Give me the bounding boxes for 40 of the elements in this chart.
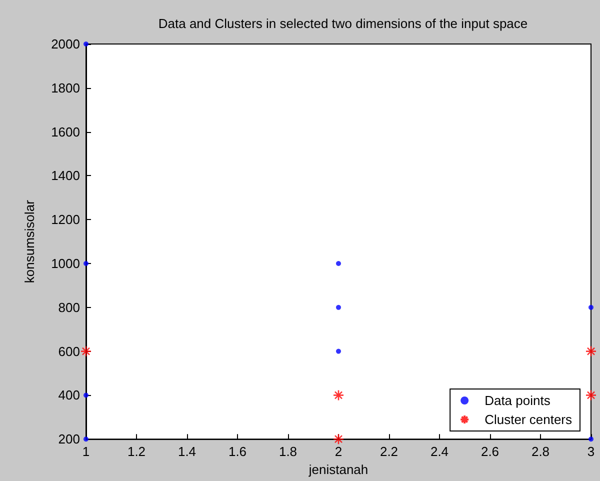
point: [585, 346, 597, 357]
x-tick-label: 1: [82, 444, 90, 460]
x-tick-label: 1.4: [178, 444, 196, 460]
x-tick-label: 2: [334, 444, 342, 460]
point: [336, 304, 341, 310]
x-axis-title: jenistanah: [308, 462, 368, 477]
chart-title: Data and Clusters in selected two dimensions of the input space: [158, 16, 528, 31]
y-tick-label: 2000: [51, 36, 80, 52]
point: [336, 261, 341, 266]
y-tick-label: 400: [58, 388, 80, 403]
point: [84, 436, 88, 442]
point: [588, 304, 594, 310]
x-tick-label: 1.6: [228, 444, 247, 460]
point: [332, 433, 344, 445]
x-tick-label: 2.2: [380, 444, 398, 460]
y-tick-label: 1200: [51, 212, 80, 228]
x-tick-label: 1.2: [127, 444, 146, 460]
point: [588, 436, 594, 442]
y-tick-label: 1800: [51, 80, 80, 96]
x-tick-label: 2.6: [480, 444, 500, 460]
y-axis-title: konsumsisolar: [22, 199, 37, 284]
point: [84, 392, 88, 398]
y-tick-label: 800: [58, 300, 80, 315]
x-tick-label: 3: [587, 444, 595, 460]
x-tick-label: 2.4: [430, 444, 449, 460]
legend-label: Cluster centers: [484, 412, 572, 427]
y-tick-label: 1600: [51, 124, 80, 140]
point: [84, 261, 88, 266]
point: [84, 42, 88, 46]
y-tick-label: 600: [58, 344, 80, 359]
point: [336, 348, 341, 354]
point: [585, 390, 597, 401]
legend-label: Data points: [484, 393, 551, 408]
y-tick-label: 200: [58, 432, 80, 447]
point: [332, 390, 344, 401]
x-tick-label: 2.8: [531, 444, 550, 460]
y-tick-label: 1000: [51, 256, 80, 271]
x-tick-label: 1.8: [278, 444, 298, 460]
point: [80, 346, 92, 357]
y-tick-label: 1400: [51, 168, 80, 184]
